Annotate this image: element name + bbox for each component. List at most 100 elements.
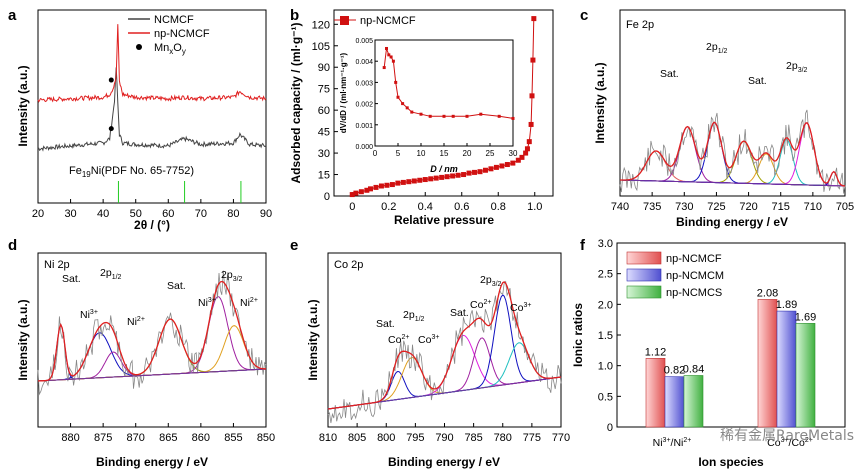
panel-e-ann-co3-2: Co3+ xyxy=(510,302,531,314)
inset-point-6 xyxy=(397,96,400,99)
panel-a-series-np-ncmcf xyxy=(38,24,266,101)
legend-label-np-ncmcf-b: np-NCMCF xyxy=(360,15,416,27)
panel-c-xtick-label-4: 720 xyxy=(739,201,757,213)
panel-d-xtick-label-6: 855 xyxy=(224,432,242,444)
legend-label-np-NCMCS: np-NCMCS xyxy=(666,287,722,299)
panel-a-reference-lines xyxy=(118,181,240,203)
inset-point-3 xyxy=(390,55,393,58)
panel-d-xtick-label-5: 860 xyxy=(192,432,210,444)
panel-f-ytick-label-2: 1.0 xyxy=(598,361,613,373)
inset-ytick-label-1: 0.001 xyxy=(355,123,373,130)
inset-xtick-label-0: 0 xyxy=(373,149,378,158)
panel-d-ann-ni2-1: Ni2+ xyxy=(127,316,145,328)
panel-f-xlabel: Ion species xyxy=(698,455,764,469)
panel-d-ann-sat-2: Sat. xyxy=(167,280,186,292)
inset-point-1 xyxy=(385,47,388,50)
isotherm-point-2 xyxy=(359,189,364,194)
panel-e-xtick-label-4: 790 xyxy=(435,432,453,444)
inset-xtick-label-1: 5 xyxy=(396,149,401,158)
bar-label-np-NCMCS-1: 1.69 xyxy=(795,311,816,323)
reference-label: Fe19Ni(PDF No. 65-7752) xyxy=(69,165,194,179)
bar-np-NCMCS-0 xyxy=(684,375,703,427)
panel-b-xtick-label-5: 1.0 xyxy=(527,201,542,213)
panel-e-xlabel: Binding energy / eV xyxy=(388,455,500,469)
isotherm-point-25 xyxy=(483,168,488,173)
panel-a-xtick-label-6: 80 xyxy=(227,208,239,220)
panel-c-xticks: 740 735 730 725 720 715 710 705 xyxy=(611,192,854,213)
panel-d-xtick-label-7: 850 xyxy=(257,432,275,444)
panel-e-xtick-label-5: 785 xyxy=(464,432,482,444)
isotherm-point-30 xyxy=(510,161,515,166)
panel-e-ann-sat-1: Sat. xyxy=(376,318,395,330)
isotherm-point-8 xyxy=(390,182,395,187)
panel-b-ytick-label-1: 15 xyxy=(318,170,330,182)
isotherm-point-27 xyxy=(494,165,499,170)
panel-c-ann-sat-1: Sat. xyxy=(660,68,679,80)
inset-ytick-label-5: 0.005 xyxy=(355,38,373,45)
panel-c-ann-2p32: 2p3/2 xyxy=(786,60,808,74)
panel-d-xticks: 880 875 870 865 860 855 850 xyxy=(38,423,275,444)
legend-label-mnxoy: MnxOy xyxy=(154,42,186,56)
panel-f-ylabel: Ionic ratios xyxy=(571,303,585,367)
isotherm-point-5 xyxy=(373,185,378,190)
bar-np-NCMCM-1 xyxy=(777,311,796,427)
panel-e-frame xyxy=(328,253,561,427)
panel-d-xtick-label-3: 870 xyxy=(127,432,145,444)
panel-d-ann-ni2-2: Ni2+ xyxy=(240,297,258,309)
isotherm-point-12 xyxy=(412,178,417,183)
bar-np-NCMCF-1 xyxy=(758,299,777,427)
panel-b-ytick-label-4: 60 xyxy=(318,105,330,117)
isotherm-point-35 xyxy=(527,139,532,144)
isotherm-point-16 xyxy=(434,176,439,181)
panel-b-xtick-label-4: 0.8 xyxy=(491,201,506,213)
inset-xtick-label-4: 20 xyxy=(463,149,472,158)
panel-c-xtick-label-0: 740 xyxy=(611,201,629,213)
panel-d-xtick-label-4: 865 xyxy=(159,432,177,444)
isotherm-point-36 xyxy=(529,122,534,127)
isotherm-point-24 xyxy=(478,169,483,174)
panel-d-title: Ni 2p xyxy=(44,259,70,271)
panel-c-xtick-label-1: 735 xyxy=(643,201,661,213)
legend-label-ncmcf: NCMCF xyxy=(154,14,194,26)
inset-point-10 xyxy=(420,113,423,116)
bar-label-np-NCMCF-1: 2.08 xyxy=(757,287,778,299)
panel-f-yticks: 00.51.01.52.02.53.0 xyxy=(598,238,621,434)
inset-point-5 xyxy=(394,81,397,84)
panel-b-ytick-label-7: 105 xyxy=(312,41,330,53)
isotherm-point-13 xyxy=(417,178,422,183)
panel-d-component-3 xyxy=(38,319,266,381)
panel-d-ann-2p32: 2p3/2 xyxy=(221,269,243,283)
mnxoy-marker-1 xyxy=(109,78,114,83)
isotherm-point-9 xyxy=(395,181,400,186)
isotherm-point-1 xyxy=(353,191,358,196)
panel-b-ytick-label-2: 30 xyxy=(318,148,330,160)
panel-a-xtick-label-7: 90 xyxy=(260,208,272,220)
panel-letter-d: d xyxy=(8,237,17,254)
panel-d-ylabel: Intensity (a.u.) xyxy=(16,299,30,380)
panel-e-xtick-label-2: 800 xyxy=(377,432,395,444)
inset-xtick-label-3: 15 xyxy=(440,149,449,158)
panel-e-xticks: 810 805 800 795 790 785 780 775 770 xyxy=(319,423,570,444)
isotherm-point-29 xyxy=(505,162,510,167)
panel-b-inset-frame xyxy=(375,40,513,146)
panel-f-ytick-label-3: 1.5 xyxy=(598,330,613,342)
panel-c-title: Fe 2p xyxy=(626,19,654,31)
panel-b-ytick-label-8: 120 xyxy=(312,19,330,31)
inset-point-9 xyxy=(410,111,413,114)
legend-swatch-np-NCMCF xyxy=(627,252,661,264)
panel-c-xtick-label-7: 705 xyxy=(836,201,854,213)
panel-f-ytick-label-5: 2.5 xyxy=(598,269,613,281)
isotherm-point-39 xyxy=(531,16,536,21)
panel-a-xtick-label-1: 30 xyxy=(64,208,76,220)
panel-letter-e: e xyxy=(290,237,298,254)
inset-point-15 xyxy=(479,113,482,116)
panel-a-xtick-label-2: 40 xyxy=(97,208,109,220)
panel-e-component-1 xyxy=(328,358,561,410)
panel-c-ann-sat-2: Sat. xyxy=(748,75,767,87)
isotherm-point-14 xyxy=(423,177,428,182)
panel-b-xticks: 0 0.2 0.4 0.6 0.8 1.0 xyxy=(349,192,542,213)
isotherm-point-15 xyxy=(428,176,433,181)
panel-c-spectrum xyxy=(620,110,845,194)
panel-a-xticks: 20 30 40 50 60 70 80 90 xyxy=(32,199,272,220)
panel-e-ann-co3-1: Co3+ xyxy=(418,334,439,346)
